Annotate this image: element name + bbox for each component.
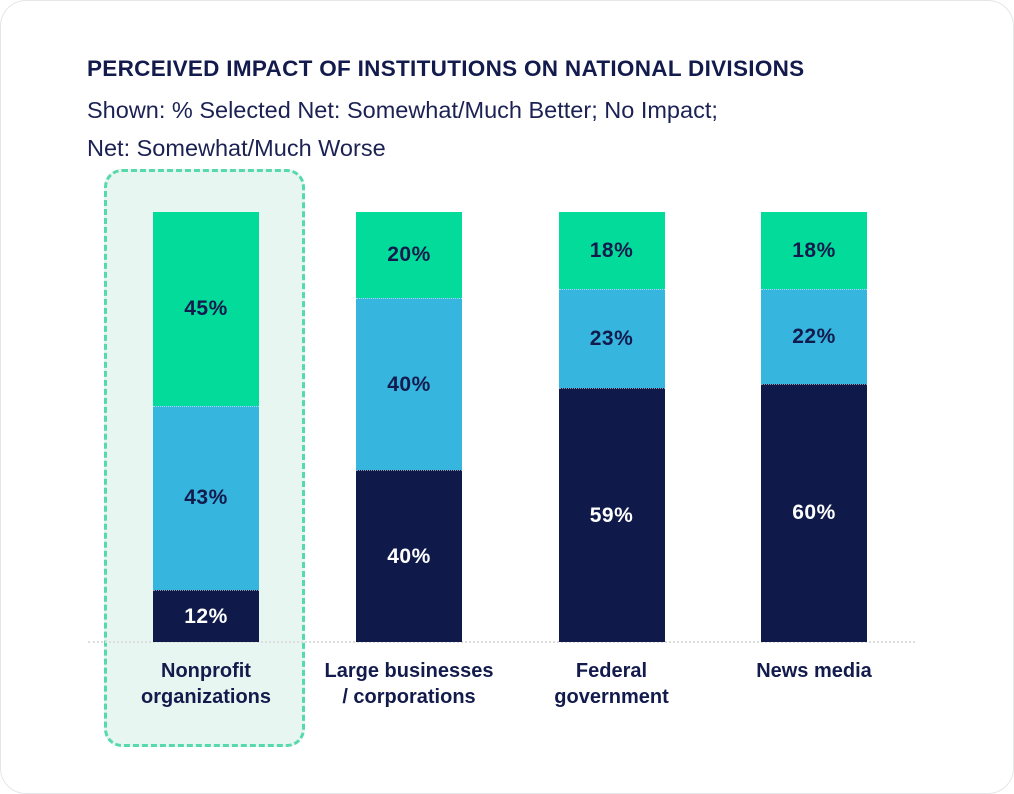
bar-value-label: 59% [589,503,634,527]
chart-subtitle-line-1: Shown: % Selected Net: Somewhat/Much Bet… [87,97,718,123]
category-label-nonprofit-organizations: Nonprofit organizations [140,660,271,708]
bar-segment-large-businesses-corporations: 40% [356,470,462,642]
chart-subtitle: Shown: % Selected Net: Somewhat/Much Bet… [87,91,718,167]
chart-title: PERCEIVED IMPACT OF INSTITUTIONS ON NATI… [87,56,805,81]
bar-federal-government: 18% 23% 59% [558,212,665,642]
bar-news-media: 18% 22% 60% [761,212,867,642]
x-axis-line [88,641,915,643]
bar-value-label: 20% [387,243,431,266]
chart-subtitle-line-2: Net: Somewhat/Much Worse [87,135,386,161]
category-label-news-media: News media [756,660,872,682]
bar-segment-large-businesses-corporations: 40% [356,298,462,470]
bar-value-label: 45% [184,296,228,320]
bar-large-businesses-corporations: 20% 40% 40% [356,212,462,642]
bar-segment-news-media: 18% [761,212,867,290]
bar-value-label: 18% [589,238,634,262]
bar-segment-federal-government: 23% [558,289,665,389]
bar-value-label: 40% [387,372,431,396]
bar-value-label: 43% [184,486,228,510]
bar-segment-nonprofit-organizations: 43% [153,405,259,591]
bar-segment-news-media: 60% [761,383,867,642]
bar-segment-federal-government: 18% [558,212,665,290]
bar-segment-nonprofit-organizations: 12% [153,590,259,642]
bar-value-label: 18% [792,238,836,262]
bar-segment-federal-government: 59% [558,388,665,642]
category-label-large-businesses-corporations: Large businesses / corporations [324,660,494,708]
bar-value-label: 60% [792,501,836,525]
bar-segment-news-media: 22% [761,289,867,384]
bar-value-label: 22% [792,325,836,349]
bar-segment-nonprofit-organizations: 45% [153,212,259,406]
bar-segment-large-businesses-corporations: 20% [356,212,462,298]
category-label-federal-government: Federal government [554,660,669,708]
bar-value-label: 12% [184,604,228,628]
bar-value-label: 23% [589,327,634,351]
bar-value-label: 40% [387,544,431,568]
bar-nonprofit-organizations: 45% 43% 12% [153,212,259,642]
